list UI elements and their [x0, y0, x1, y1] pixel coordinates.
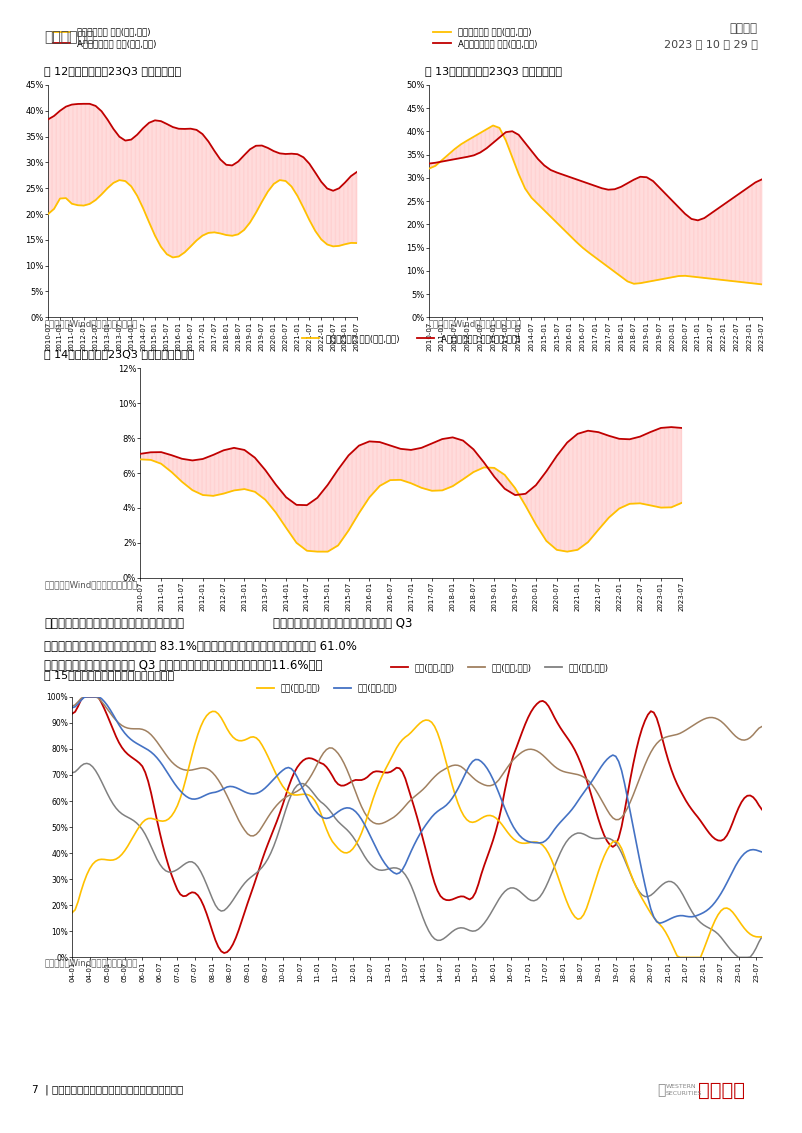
Text: 资料来源：Wind，西部证券研发中心: 资料来源：Wind，西部证券研发中心	[44, 959, 137, 968]
Line: 消费(风格,中信): 消费(风格,中信)	[72, 697, 762, 953]
消费(风格,中信)	[79, 690, 89, 704]
成长(风格,中信)	[444, 760, 454, 774]
金融(风格,中信)	[757, 930, 767, 944]
稳定(风格,中信)	[751, 843, 761, 857]
消费(风格,中信)	[541, 696, 550, 709]
消费(风格,中信)	[219, 946, 229, 960]
Text: 🐂: 🐂	[658, 1083, 666, 1097]
消费(风格,中信)	[757, 802, 767, 816]
稳定(风格,中信)	[654, 917, 664, 930]
稳定(风格,中信)	[757, 845, 767, 859]
金融(风格,中信)	[751, 930, 761, 944]
金融(风格,中信)	[666, 937, 676, 951]
Line: 周期(风格,中信): 周期(风格,中信)	[72, 764, 762, 957]
Text: 资料来源：Wind，西部证券研发中心: 资料来源：Wind，西部证券研发中心	[44, 580, 137, 589]
成长(风格,中信)	[199, 761, 209, 775]
金融(风格,中信)	[675, 951, 685, 964]
稳定(风格,中信)	[199, 790, 209, 803]
Text: 策略专题报告: 策略专题报告	[44, 31, 95, 44]
周期(风格,中信)	[538, 886, 548, 900]
周期(风格,中信)	[757, 930, 767, 944]
Text: 7  | 请务必仔细阅读报告尾部的投资评级说明和声明: 7 | 请务必仔细阅读报告尾部的投资评级说明和声明	[32, 1084, 184, 1096]
周期(风格,中信)	[249, 869, 258, 883]
Line: 金融(风格,中信): 金融(风格,中信)	[72, 712, 762, 957]
消费(风格,中信)	[67, 707, 77, 721]
Text: WESTERN
SECURITIES: WESTERN SECURITIES	[666, 1084, 702, 1096]
周期(风格,中信)	[441, 930, 451, 944]
周期(风格,中信)	[67, 766, 77, 780]
Legend: 金融(风格,中信), 稳定(风格,中信): 金融(风格,中信), 稳定(风格,中信)	[253, 680, 401, 696]
消费(风格,中信)	[444, 894, 454, 908]
成长(风格,中信)	[751, 724, 761, 738]
Text: 西部证券: 西部证券	[730, 22, 758, 35]
稳定(风格,中信)	[441, 799, 451, 812]
Text: 图 15：各风格权益资产仓位历史分位变化: 图 15：各风格权益资产仓位历史分位变化	[44, 670, 174, 680]
消费(风格,中信)	[751, 794, 761, 808]
消费(风格,中信)	[670, 770, 679, 784]
成长(风格,中信)	[79, 690, 89, 704]
Line: 成长(风格,中信): 成长(风格,中信)	[72, 697, 762, 836]
金融(风格,中信)	[441, 756, 451, 769]
消费(风格,中信)	[199, 900, 209, 913]
金融(风格,中信)	[538, 838, 548, 852]
周期(风格,中信)	[666, 875, 676, 888]
成长(风格,中信)	[67, 699, 77, 713]
成长(风格,中信)	[252, 827, 261, 841]
Text: 资料来源：Wind，西部证券研发中心: 资料来源：Wind，西部证券研发中心	[429, 320, 522, 329]
稳定(风格,中信)	[249, 787, 258, 801]
成长(风格,中信)	[541, 751, 550, 765]
稳定(风格,中信)	[67, 701, 77, 715]
Text: 获较大减持，但当前仓位仍处于历史 83.1%分位，其次为消费风格，仓位处于历史 61.0%: 获较大减持，但当前仓位仍处于历史 83.1%分位，其次为消费风格，仓位处于历史 …	[44, 640, 357, 653]
金融(风格,中信)	[249, 730, 258, 743]
Legend: 占权益基金比 稳定(风格,中信), A股总市值占比 稳定(风格,中信): 占权益基金比 稳定(风格,中信), A股总市值占比 稳定(风格,中信)	[298, 331, 524, 347]
金融(风格,中信)	[208, 705, 217, 718]
成长(风格,中信)	[249, 829, 258, 843]
Text: 图 14：稳定风格：23Q3 基金持仓小幅下降: 图 14：稳定风格：23Q3 基金持仓小幅下降	[44, 349, 195, 359]
Text: 2023 年 10 月 29 日: 2023 年 10 月 29 日	[664, 40, 758, 49]
Text: 西部证券: 西部证券	[698, 1081, 745, 1099]
Text: 资料来源：Wind，西部证券研发中心: 资料来源：Wind，西部证券研发中心	[44, 320, 137, 329]
成长(风格,中信)	[757, 719, 767, 733]
Text: 分位水平，此外金融风格虽在 Q3 重获增持，但仓位仍处于历史底部（11.6%）。: 分位水平，此外金融风格虽在 Q3 重获增持，但仓位仍处于历史底部（11.6%）。	[44, 659, 322, 672]
稳定(风格,中信)	[82, 690, 91, 704]
稳定(风格,中信)	[538, 836, 548, 850]
消费(风格,中信)	[252, 871, 261, 885]
Text: 成长仓位仍处历史高位，金融仓位底部回升。: 成长仓位仍处历史高位，金融仓位底部回升。	[44, 617, 184, 630]
周期(风格,中信)	[734, 951, 743, 964]
Text: 从历史分位口径来看，尽管成长风格在 Q3: 从历史分位口径来看，尽管成长风格在 Q3	[273, 617, 412, 630]
Legend: 占权益基金比 周期(风格,中信), A股总市值占比 周期(风格,中信): 占权益基金比 周期(风格,中信), A股总市值占比 周期(风格,中信)	[50, 24, 160, 52]
Line: 稳定(风格,中信): 稳定(风格,中信)	[72, 697, 762, 923]
金融(风格,中信)	[67, 905, 77, 919]
周期(风格,中信)	[751, 942, 761, 955]
金融(风格,中信)	[196, 719, 205, 733]
稳定(风格,中信)	[670, 910, 679, 923]
成长(风格,中信)	[670, 729, 679, 742]
Text: 图 13：金融风格：23Q3 基金持仓提升: 图 13：金融风格：23Q3 基金持仓提升	[425, 66, 562, 76]
周期(风格,中信)	[199, 871, 209, 885]
Text: 图 12：周期风格：23Q3 基金持仓提升: 图 12：周期风格：23Q3 基金持仓提升	[44, 66, 181, 76]
周期(风格,中信)	[82, 757, 91, 770]
Legend: 占权益基金比 金融(风格,中信), A股总市值占比 金融(风格,中信): 占权益基金比 金融(风格,中信), A股总市值占比 金融(风格,中信)	[430, 24, 541, 52]
